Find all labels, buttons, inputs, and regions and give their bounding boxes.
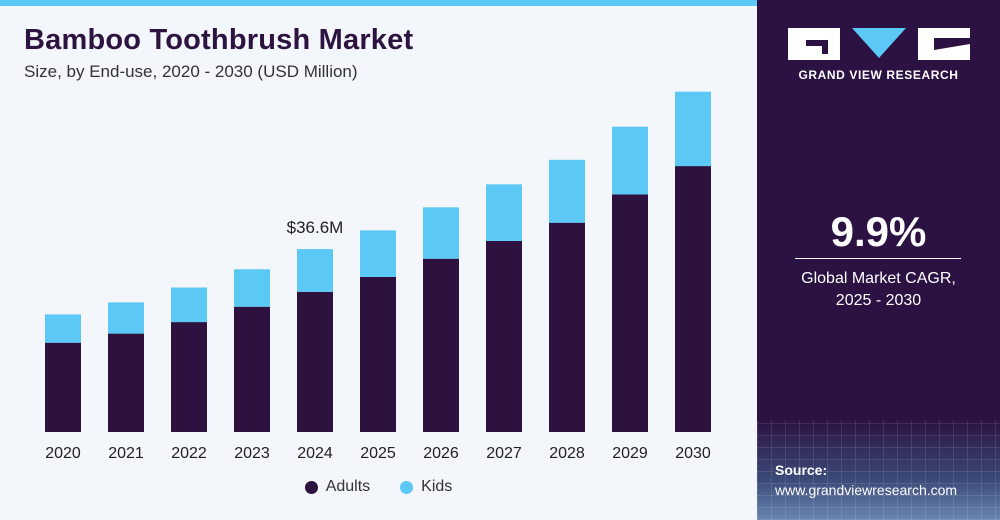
bar-kids-2026 <box>423 207 459 259</box>
cagr-divider <box>795 258 961 259</box>
bar-adults-2021 <box>108 333 144 432</box>
bar-kids-2029 <box>612 126 648 195</box>
x-tick-label-2026: 2026 <box>423 445 459 462</box>
bar-kids-2024 <box>297 249 333 292</box>
bar-kids-2030 <box>675 91 711 167</box>
x-tick-label-2024: 2024 <box>297 445 333 462</box>
source-label: Source: <box>775 462 828 478</box>
bar-adults-2030 <box>675 166 711 432</box>
x-tick-label-2021: 2021 <box>108 445 144 462</box>
cagr-label-line-2: 2025 - 2030 <box>835 292 922 309</box>
bar-kids-2028 <box>549 159 585 223</box>
bar-adults-2020 <box>45 342 81 432</box>
data-label-2024: $36.6M <box>287 218 344 237</box>
legend-swatch-kids <box>400 480 414 494</box>
brand-name: GRAND VIEW RESEARCH <box>798 68 959 82</box>
legend-item-kids: Kids <box>400 478 452 496</box>
grand-view-research-logo-icon <box>788 28 970 60</box>
sidebar-panel: GRAND VIEW RESEARCH 9.9% Global Market C… <box>757 0 1000 520</box>
bar-kids-2020 <box>45 314 81 343</box>
cagr-label-line-1: Global Market CAGR, <box>801 270 956 287</box>
bar-adults-2028 <box>549 222 585 432</box>
source-link[interactable]: www.grandviewresearch.com <box>775 482 958 498</box>
x-tick-label-2025: 2025 <box>360 445 396 462</box>
bar-kids-2025 <box>360 230 396 277</box>
bar-adults-2024 <box>297 291 333 432</box>
bar-adults-2025 <box>360 276 396 432</box>
bar-adults-2022 <box>171 322 207 432</box>
legend: Adults Kids <box>0 478 757 496</box>
cagr-label: Global Market CAGR, 2025 - 2030 <box>757 268 1000 312</box>
bar-kids-2023 <box>234 269 270 307</box>
chart-panel: Bamboo Toothbrush Market Size, by End-us… <box>0 0 757 520</box>
legend-swatch-adults <box>304 480 318 494</box>
bar-kids-2022 <box>171 287 207 323</box>
x-tick-label-2027: 2027 <box>486 445 522 462</box>
x-tick-label-2029: 2029 <box>612 445 648 462</box>
bar-adults-2029 <box>612 194 648 432</box>
bar-adults-2026 <box>423 258 459 432</box>
bar-chart: 2020 2021 2022 2023 2024 $36.6M 2025 2026 2027 20… <box>45 91 711 462</box>
chart-title: Bamboo Toothbrush Market <box>24 24 414 56</box>
cagr-value: 9.9% <box>830 208 927 255</box>
bar-adults-2023 <box>234 306 270 432</box>
legend-item-adults: Adults <box>304 478 371 496</box>
x-tick-label-2020: 2020 <box>45 445 81 462</box>
bar-kids-2027 <box>486 184 522 241</box>
legend-label-kids: Kids <box>421 478 453 495</box>
bar-adults-2027 <box>486 240 522 432</box>
x-tick-label-2022: 2022 <box>171 445 207 462</box>
chart-subtitle: Size, by End-use, 2020 - 2030 (USD Milli… <box>24 62 358 81</box>
x-tick-label-2023: 2023 <box>234 445 270 462</box>
accent-bar <box>0 0 757 6</box>
x-tick-label-2028: 2028 <box>549 445 585 462</box>
x-tick-label-2030: 2030 <box>675 445 711 462</box>
legend-label-adults: Adults <box>325 478 371 495</box>
bar-kids-2021 <box>108 302 144 334</box>
decorative-grid <box>757 420 1000 520</box>
